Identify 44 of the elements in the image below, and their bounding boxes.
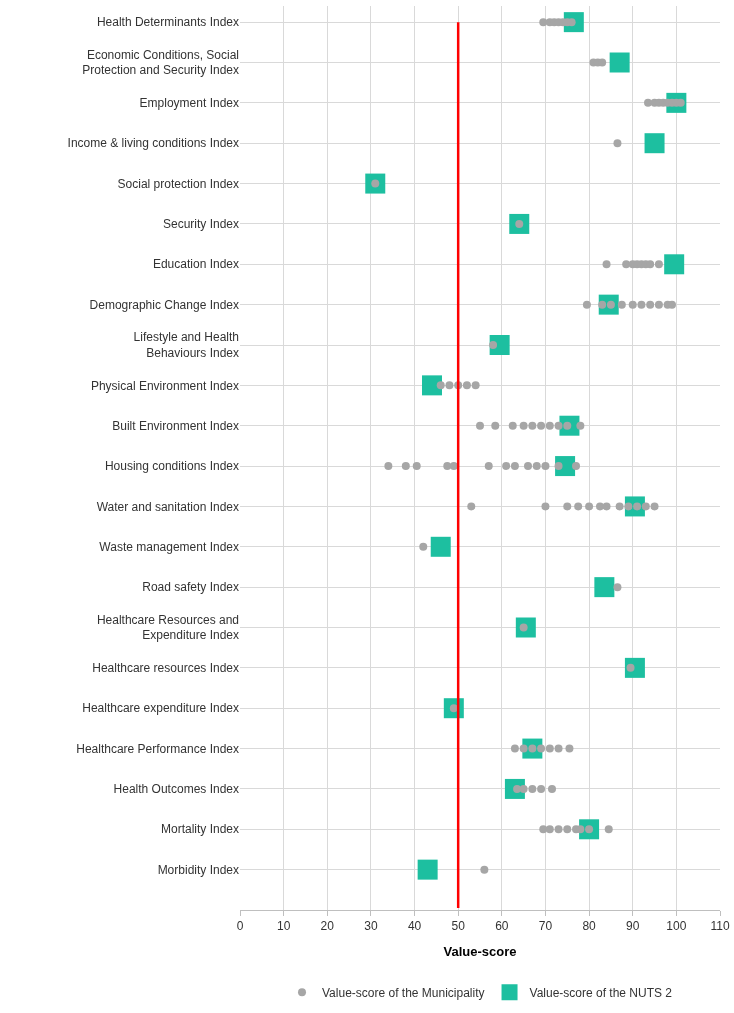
y-tick-label: Mortality Index (160, 822, 239, 837)
y-tick-label: Water and sanitation Index (96, 499, 239, 514)
x-tick-label: 0 (236, 919, 244, 934)
x-tick-label: 60 (495, 919, 509, 934)
point (422, 375, 442, 396)
y-tick-label: Healthcare Resources and Expenditure Index (96, 612, 239, 643)
y-tick-label: Demographic Change Index (89, 297, 239, 312)
y-tick-label: Healthcare Performance Index (76, 741, 239, 756)
x-tick-label: 40 (407, 919, 422, 934)
y-tick-label: Security Index (162, 217, 239, 232)
x-tick-label: 10 (276, 919, 291, 934)
legend-label: Value-score of the NUTS 2 (529, 985, 673, 1000)
x-tick-label: 30 (364, 919, 378, 934)
point (644, 133, 665, 154)
y-tick-label: Economic Conditions, Social Protection and Security Index (82, 47, 239, 78)
point (609, 52, 630, 73)
y-tick-label: Health Determinants Index (96, 15, 239, 30)
y-tick-label: Education Index (152, 257, 239, 272)
point (430, 536, 451, 557)
y-tick-label: Healthcare resources Index (92, 661, 239, 676)
legend-label: Value-score of the Municipality (322, 985, 485, 1000)
y-tick-label: Health Outcomes Index (113, 782, 239, 797)
point (417, 859, 438, 880)
y-tick-label: Income & living conditions Index (67, 136, 239, 151)
x-tick-label: 80 (582, 919, 597, 934)
x-axis-title: Value-score (443, 944, 517, 959)
x-tick-label: 70 (538, 919, 553, 934)
x-tick-label: 20 (320, 919, 335, 934)
y-tick-label: Healthcare expenditure Index (82, 701, 239, 716)
y-tick-label: Road safety Index (142, 580, 239, 595)
x-tick-label: 100 (666, 919, 687, 934)
y-tick-label: Built Environment Index (112, 418, 239, 433)
x-tick-label: 110 (710, 919, 730, 934)
y-tick-label: Physical Environment Index (90, 378, 239, 393)
y-tick-label: Housing conditions Index (104, 459, 239, 474)
point (594, 577, 615, 598)
y-tick-label: Morbidity Index (157, 862, 239, 877)
x-tick-label: 90 (626, 919, 640, 934)
y-tick-label: Social protection Index (117, 176, 239, 191)
y-tick-label: Waste management Index (99, 539, 239, 554)
y-tick-label: Employment Index (139, 96, 239, 111)
x-tick-label: 50 (451, 919, 466, 934)
y-tick-label: Lifestyle and Health Behaviours Index (133, 330, 239, 360)
point (664, 254, 685, 275)
